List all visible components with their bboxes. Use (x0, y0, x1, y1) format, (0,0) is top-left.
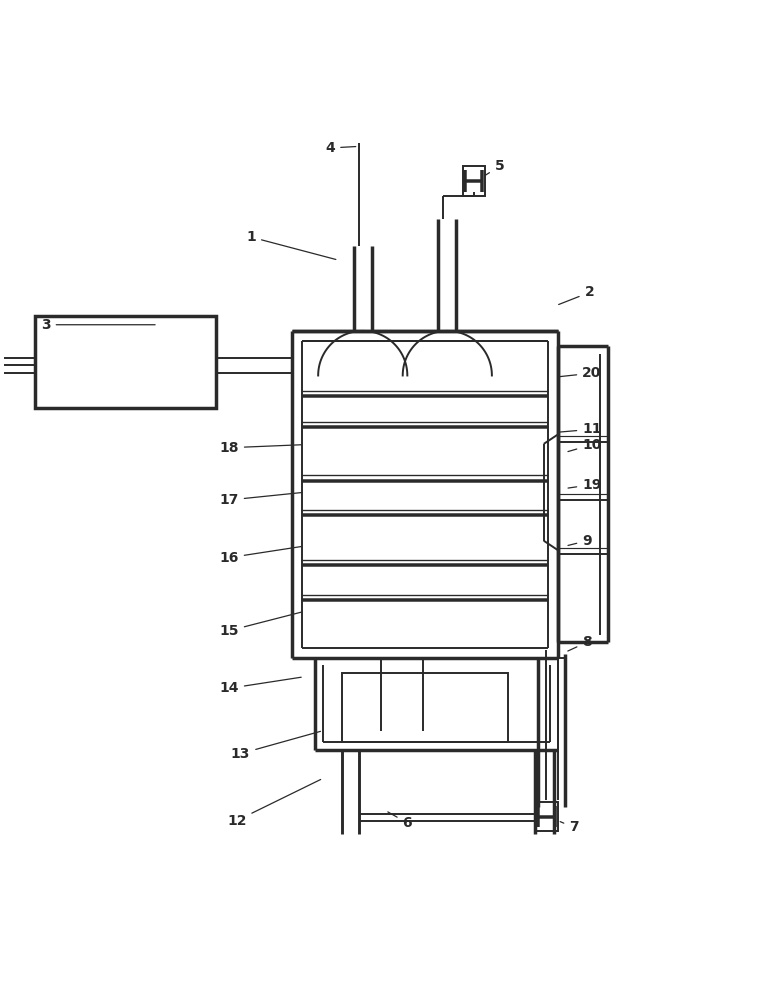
Text: 20: 20 (559, 366, 601, 380)
Text: 15: 15 (219, 612, 301, 638)
Bar (463, 166, 485, 196)
Bar (35, 316, 215, 408)
Text: 9: 9 (568, 534, 592, 548)
Text: 17: 17 (219, 493, 301, 507)
Text: 4: 4 (326, 141, 356, 155)
Text: 7: 7 (560, 820, 579, 834)
Bar (536, 802, 558, 831)
Text: 12: 12 (227, 779, 321, 828)
Text: 6: 6 (388, 812, 412, 830)
Text: 16: 16 (219, 547, 301, 565)
Bar (343, 673, 507, 742)
Text: 14: 14 (219, 677, 301, 695)
Text: 10: 10 (568, 438, 601, 452)
Text: 11: 11 (559, 422, 601, 436)
Text: 3: 3 (41, 318, 155, 332)
Text: 13: 13 (231, 731, 320, 761)
Text: 19: 19 (568, 478, 601, 492)
Text: 2: 2 (559, 285, 594, 305)
Text: 18: 18 (219, 441, 301, 455)
Text: 1: 1 (246, 230, 336, 259)
Text: 8: 8 (568, 635, 592, 651)
Text: 5: 5 (485, 159, 504, 176)
